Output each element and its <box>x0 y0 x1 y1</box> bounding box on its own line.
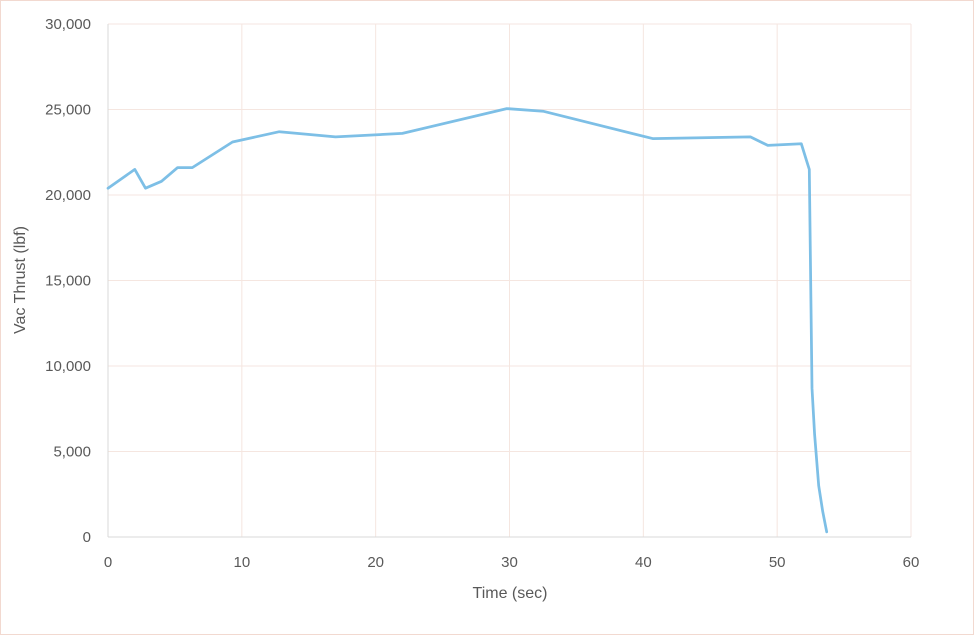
x-tick-label: 10 <box>233 554 250 571</box>
y-tick-label: 25,000 <box>45 102 91 119</box>
y-tick-label: 20,000 <box>45 187 91 204</box>
x-tick-label: 60 <box>903 554 920 571</box>
y-tick-label: 30,000 <box>45 16 91 33</box>
x-axis-title: Time (sec) <box>473 585 548 602</box>
y-tick-label: 5,000 <box>53 444 91 461</box>
y-tick-label: 15,000 <box>45 273 91 290</box>
y-axis-title: Vac Thrust (lbf) <box>12 226 29 334</box>
x-tick-label: 30 <box>501 554 518 571</box>
y-tick-label: 10,000 <box>45 358 91 375</box>
x-tick-label: 50 <box>769 554 786 571</box>
axis-layer <box>107 24 911 538</box>
label-layer: 0 10 20 30 40 50 60 0 5,000 10,000 15,000 20,000 25,… <box>45 16 919 571</box>
y-tick-label: 0 <box>83 529 91 546</box>
x-tick-label: 40 <box>635 554 652 571</box>
vac-thrust-series-line <box>106 107 829 534</box>
x-tick-label: 20 <box>367 554 384 571</box>
x-tick-label: 0 <box>104 554 112 571</box>
grid-layer <box>108 23 912 537</box>
series-layer <box>106 107 829 534</box>
